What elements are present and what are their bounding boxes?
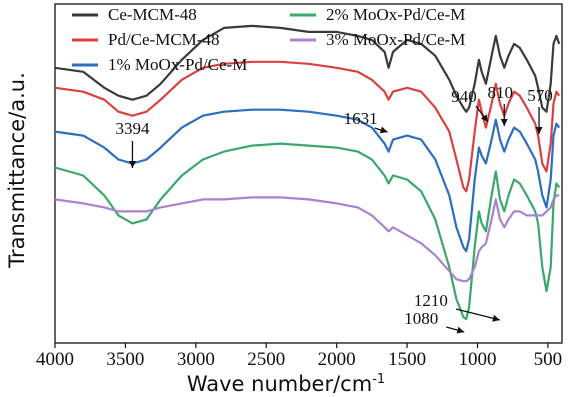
series-line-5 <box>54 194 560 283</box>
y-axis-label: Transmittance/a.u. <box>5 72 29 269</box>
legend-label: 3% MoOx-Pd/Ce-M <box>326 30 465 49</box>
annotation-arrowhead <box>492 314 500 322</box>
x-tick-label: 1500 <box>388 349 426 370</box>
series-line-3 <box>54 108 561 253</box>
series-line-2 <box>54 60 561 193</box>
peak-label: 810 <box>488 83 514 102</box>
legend-label: Ce-MCM-48 <box>108 5 197 24</box>
peak-label: 1631 <box>344 109 378 128</box>
x-tick-label: 2000 <box>318 349 356 370</box>
legend-label: 1% MoOx-Pd/Ce-M <box>108 55 247 74</box>
series-layer <box>54 24 561 321</box>
annotation-arrowhead <box>379 126 388 134</box>
peak-label: 570 <box>527 86 553 105</box>
plot-border <box>54 3 563 344</box>
x-axis-ticks: 4000 3500 3000 2500 2000 1500 1000 500 <box>36 343 562 370</box>
annotation-arrowhead <box>480 114 488 122</box>
x-tick-label: 3000 <box>177 349 215 370</box>
plot-frame <box>54 3 563 344</box>
peak-label: 3394 <box>115 119 150 138</box>
peak-label: 1080 <box>404 309 438 328</box>
legend: Ce-MCM-48 Pd/Ce-MCM-48 1% MoOx-Pd/Ce-M 2% M… <box>72 5 465 74</box>
legend-label: Pd/Ce-MCM-48 <box>108 30 219 49</box>
peak-label: 940 <box>451 87 477 106</box>
x-tick-label: 500 <box>534 349 563 370</box>
annotation-arrow <box>455 308 501 321</box>
x-tick-label: 4000 <box>36 349 74 370</box>
series-line-1 <box>54 24 561 113</box>
annotation-arrowhead <box>535 127 543 134</box>
peak-label: 1210 <box>414 291 448 310</box>
x-tick-label: 2500 <box>247 349 285 370</box>
x-tick-label: 3500 <box>106 349 144 370</box>
annotation-arrowhead <box>456 326 465 334</box>
annotation-arrowhead <box>128 161 136 168</box>
legend-label: 2% MoOx-Pd/Ce-M <box>326 5 465 24</box>
x-axis-label: Wave number/cm-1 <box>187 372 385 396</box>
x-tick-label: 1000 <box>459 349 497 370</box>
annotation-arrowhead <box>500 119 508 126</box>
series-line-4 <box>54 142 561 321</box>
